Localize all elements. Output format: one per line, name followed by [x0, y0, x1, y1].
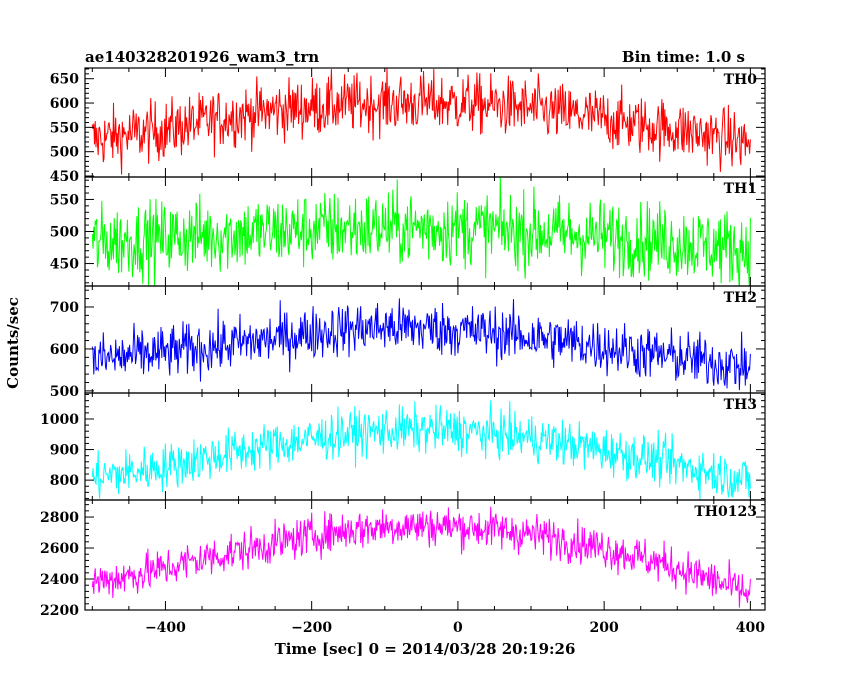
y-tick-label: 450 — [50, 257, 79, 273]
x-tick-label: 0 — [453, 620, 463, 636]
panel-label-th1: TH1 — [724, 181, 757, 197]
y-tick-label: 700 — [50, 300, 79, 316]
y-tick-label: 500 — [50, 225, 79, 241]
y-tick-label: 650 — [50, 72, 79, 88]
panel-label-th3: TH3 — [724, 397, 757, 413]
y-tick-label: 600 — [50, 96, 79, 112]
panels-group: 450 500 550 600 650 TH0 450 500 550 TH1 500 600 700 T… — [40, 67, 766, 636]
y-tick-label: 550 — [50, 120, 79, 136]
y-tick-label: 450 — [50, 169, 79, 185]
x-tick-label: 200 — [590, 620, 619, 636]
chart-title-right: Bin time: 1.0 s — [622, 48, 745, 66]
panel-label-th0123: TH0123 — [694, 504, 757, 520]
chart-title-left: ae140328201926_wam3_trn — [85, 48, 319, 66]
x-tick-label: 400 — [736, 620, 765, 636]
series-line-th2 — [91, 298, 751, 391]
panel-frame-th0123 — [84, 499, 766, 611]
y-tick-label: 600 — [50, 342, 79, 358]
panel-label-th0: TH0 — [724, 72, 758, 88]
x-tick-label: −400 — [145, 620, 186, 636]
y-tick-label: 500 — [50, 145, 79, 161]
y-tick-label: 2200 — [40, 603, 79, 619]
series-line-th1 — [91, 177, 751, 286]
y-tick-label: 550 — [50, 192, 79, 208]
y-axis-label: Counts/sec — [4, 297, 22, 389]
x-axis-label: Time [sec] 0 = 2014/03/28 20:19:26 — [275, 640, 576, 658]
y-tick-label: 2600 — [40, 541, 79, 557]
y-tick-label: 900 — [50, 443, 79, 459]
series-line-th3 — [91, 400, 751, 500]
y-tick-label: 800 — [50, 473, 79, 489]
y-tick-label: 2400 — [40, 572, 79, 588]
y-tick-label: 1000 — [40, 412, 79, 428]
series-line-th0123 — [91, 506, 751, 608]
series-line-th0 — [91, 68, 751, 175]
y-tick-label: 2800 — [40, 510, 79, 526]
x-tick-label: −200 — [291, 620, 332, 636]
panel-label-th2: TH2 — [724, 290, 757, 306]
y-tick-label: 500 — [50, 384, 79, 400]
